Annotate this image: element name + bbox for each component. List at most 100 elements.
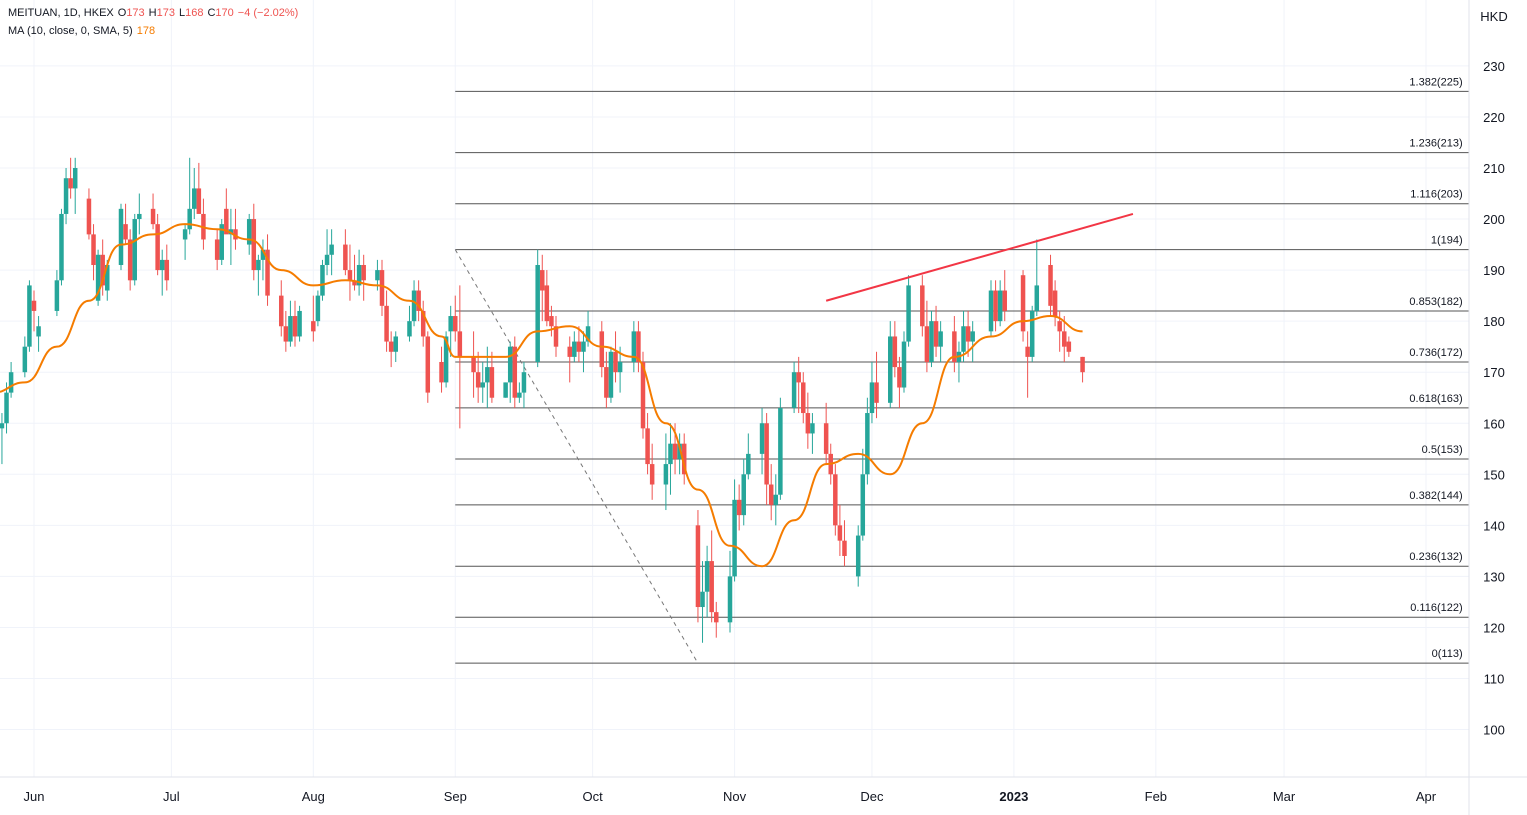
resistance-trendline[interactable]: [825, 212, 1134, 302]
candle-down: [768, 484, 774, 505]
price-tick-label: 170: [1483, 365, 1505, 380]
candle-down: [86, 198, 92, 235]
candle-up: [773, 494, 779, 505]
candle-up: [668, 443, 673, 465]
candle-up: [663, 464, 669, 485]
candle-down: [965, 326, 971, 342]
candle-up: [72, 168, 78, 189]
fib-level-label: 1.236(213): [1409, 138, 1462, 150]
fib-level-label: 0.5(153): [1422, 444, 1463, 456]
ma-legend[interactable]: MA (10, close, 0, SMA, 5) 178: [8, 25, 159, 37]
candle-up: [485, 367, 490, 383]
open-value: 173: [126, 7, 145, 19]
candle-down: [837, 525, 843, 541]
candle-up: [865, 413, 870, 475]
candle-up: [192, 188, 197, 209]
time-tick-label: Oct: [583, 789, 604, 804]
candle-up: [572, 341, 577, 357]
candle-down: [123, 224, 128, 240]
candle-up: [929, 321, 934, 362]
candle-up: [187, 208, 192, 230]
candle-down: [224, 208, 229, 235]
candle-up: [535, 264, 540, 362]
fib-level-label: 0.736(172): [1409, 347, 1462, 359]
candle-up: [480, 382, 485, 388]
close-value: 170: [215, 7, 234, 19]
moving-average-series: [0, 223, 1083, 568]
candle-up: [22, 346, 28, 373]
candle-down: [379, 270, 385, 306]
candle-up: [855, 535, 861, 577]
candle-down: [933, 321, 939, 347]
candle-up: [997, 290, 1003, 322]
candle-up: [8, 372, 14, 393]
candle-up: [297, 310, 302, 337]
price-tick-label: 200: [1483, 212, 1505, 227]
candle-up: [791, 372, 797, 408]
price-tick-label: 150: [1483, 467, 1505, 482]
price-tick-label: 230: [1483, 59, 1505, 74]
candle-down: [681, 443, 687, 475]
candle-down: [924, 326, 930, 362]
grid-lines: [0, 0, 1469, 777]
candle-down: [1057, 321, 1062, 332]
candle-down: [388, 341, 394, 352]
candle-up: [507, 346, 513, 383]
candle-up: [631, 331, 637, 362]
candle-down: [796, 372, 801, 383]
candle-up: [503, 382, 508, 398]
symbol-legend[interactable]: MEITUAN, 1D, HKEX O173 H173 L168 C170 −4 (−2.…: [8, 7, 302, 19]
candle-down: [920, 285, 925, 327]
candle-down: [127, 239, 133, 281]
candle-down: [384, 305, 389, 342]
candle-up: [704, 561, 710, 592]
candle-up: [961, 326, 966, 352]
price-tick-label: 130: [1483, 569, 1505, 584]
candle-up: [118, 208, 124, 265]
fib-level-label: 0.382(144): [1409, 490, 1462, 502]
candle-down: [1052, 290, 1058, 317]
candle-down: [343, 244, 348, 271]
high-label: H: [148, 7, 157, 19]
fib-level-label: 1.116(203): [1410, 189, 1462, 201]
candle-down: [471, 356, 476, 373]
time-tick-label: Jul: [163, 789, 180, 804]
candle-up: [778, 407, 783, 495]
open-label: O: [117, 7, 127, 19]
candle-up: [901, 341, 907, 388]
fib-trend-dashed[interactable]: [454, 249, 699, 664]
candle-up: [617, 361, 623, 373]
candle-up: [988, 290, 994, 332]
candle-up: [246, 219, 252, 245]
candle-down: [897, 367, 902, 388]
candle-up: [746, 453, 751, 475]
time-tick-label: Sep: [444, 789, 467, 804]
candle-up: [329, 244, 334, 255]
candle-up: [407, 321, 412, 337]
candle-up: [517, 392, 522, 398]
price-tick-label: 190: [1483, 263, 1505, 278]
candle-up: [608, 351, 614, 398]
candle-up: [137, 213, 142, 220]
time-tick-label: Nov: [723, 789, 747, 804]
close-label: C: [207, 7, 216, 19]
price-tick-label: 220: [1483, 110, 1505, 125]
candle-up: [585, 326, 591, 342]
candle-up: [356, 264, 362, 286]
candle-down: [842, 540, 847, 556]
candle-down: [251, 219, 257, 271]
candle-up: [700, 591, 705, 608]
trendline-drawing[interactable]: [825, 212, 1134, 302]
candle-up: [732, 499, 737, 577]
candle-down: [736, 499, 742, 516]
candle-down: [150, 208, 156, 225]
time-tick-label: Aug: [302, 789, 325, 804]
candle-down: [489, 367, 495, 398]
candle-down: [1066, 341, 1072, 352]
candle-down: [709, 561, 714, 613]
candle-up: [521, 372, 527, 393]
fib-retracement[interactable]: 0(113) 0.116(122) 0.236(132) 0.382(144) 0.5(…: [454, 76, 1469, 664]
ma-label: MA (10, close, 0, SMA, 5): [8, 25, 133, 37]
